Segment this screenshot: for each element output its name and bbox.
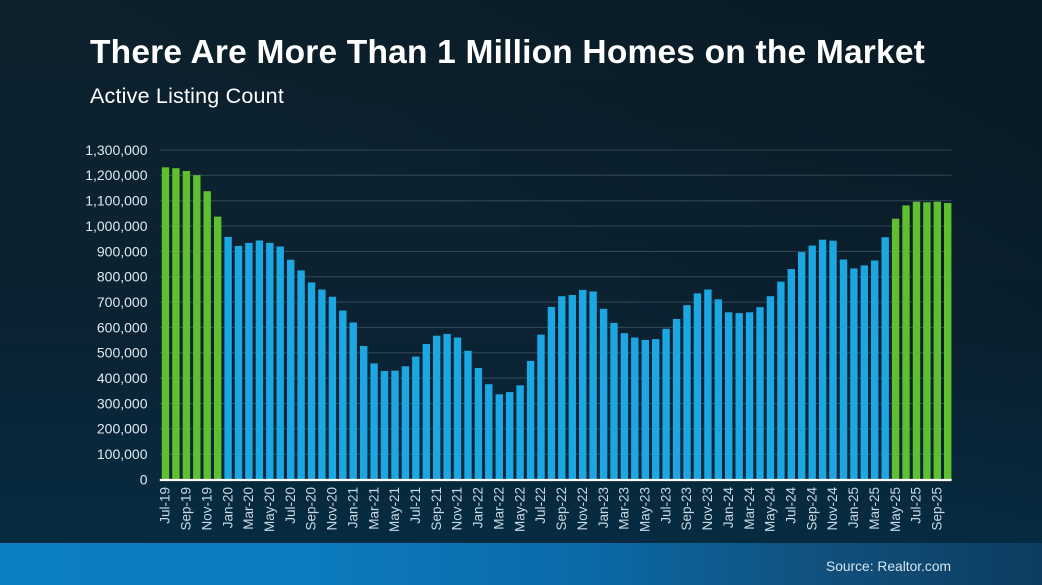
svg-text:Mar-24: Mar-24 <box>742 487 757 530</box>
svg-text:Mar-20: Mar-20 <box>241 487 256 530</box>
svg-text:May-23: May-23 <box>637 487 652 532</box>
svg-text:1,000,000: 1,000,000 <box>85 218 147 234</box>
svg-text:Nov-22: Nov-22 <box>575 487 590 531</box>
svg-text:Jan-24: Jan-24 <box>721 487 736 529</box>
svg-text:Mar-23: Mar-23 <box>617 487 632 530</box>
svg-text:May-25: May-25 <box>888 487 903 532</box>
svg-text:300,000: 300,000 <box>97 395 148 411</box>
svg-text:0: 0 <box>140 471 148 487</box>
svg-text:May-20: May-20 <box>262 487 277 532</box>
svg-text:200,000: 200,000 <box>97 421 148 437</box>
svg-text:1,300,000: 1,300,000 <box>85 142 147 158</box>
svg-text:1,200,000: 1,200,000 <box>85 167 147 183</box>
svg-text:Jan-25: Jan-25 <box>846 487 861 528</box>
svg-text:1,100,000: 1,100,000 <box>85 193 147 209</box>
svg-text:Nov-19: Nov-19 <box>199 487 214 531</box>
svg-text:600,000: 600,000 <box>97 319 148 335</box>
svg-text:Mar-25: Mar-25 <box>867 487 882 530</box>
svg-text:Jul-22: Jul-22 <box>533 487 548 524</box>
svg-text:Jul-23: Jul-23 <box>658 487 673 524</box>
svg-text:Jan-21: Jan-21 <box>345 487 360 528</box>
svg-text:Jan-22: Jan-22 <box>471 487 486 528</box>
svg-text:Sep-24: Sep-24 <box>804 487 819 531</box>
svg-text:Jan-23: Jan-23 <box>596 487 611 528</box>
svg-text:May-24: May-24 <box>763 487 778 533</box>
svg-text:100,000: 100,000 <box>97 446 148 462</box>
svg-text:Nov-23: Nov-23 <box>700 487 715 531</box>
svg-text:800,000: 800,000 <box>97 269 148 285</box>
svg-text:Nov-21: Nov-21 <box>450 487 465 531</box>
svg-text:Sep-22: Sep-22 <box>554 487 569 531</box>
svg-text:Sep-20: Sep-20 <box>304 487 319 531</box>
svg-text:Nov-24: Nov-24 <box>825 487 840 531</box>
svg-text:500,000: 500,000 <box>97 345 148 361</box>
svg-text:400,000: 400,000 <box>97 370 148 386</box>
svg-text:900,000: 900,000 <box>97 243 148 259</box>
svg-text:Nov-20: Nov-20 <box>325 487 340 531</box>
svg-text:Sep-23: Sep-23 <box>679 487 694 531</box>
svg-text:Sep-19: Sep-19 <box>179 487 194 531</box>
svg-text:Jul-21: Jul-21 <box>408 487 423 524</box>
svg-text:Sep-21: Sep-21 <box>429 487 444 531</box>
svg-text:May-22: May-22 <box>512 487 527 532</box>
svg-text:Jul-20: Jul-20 <box>283 487 298 524</box>
svg-text:Jan-20: Jan-20 <box>220 487 235 528</box>
svg-text:Jul-19: Jul-19 <box>158 487 173 524</box>
svg-text:Jul-25: Jul-25 <box>909 487 924 524</box>
svg-text:Sep-25: Sep-25 <box>929 487 944 531</box>
svg-text:Jul-24: Jul-24 <box>783 487 798 524</box>
svg-text:May-21: May-21 <box>387 487 402 532</box>
svg-text:700,000: 700,000 <box>97 294 148 310</box>
svg-text:Mar-22: Mar-22 <box>491 487 506 530</box>
svg-text:Mar-21: Mar-21 <box>366 487 381 530</box>
